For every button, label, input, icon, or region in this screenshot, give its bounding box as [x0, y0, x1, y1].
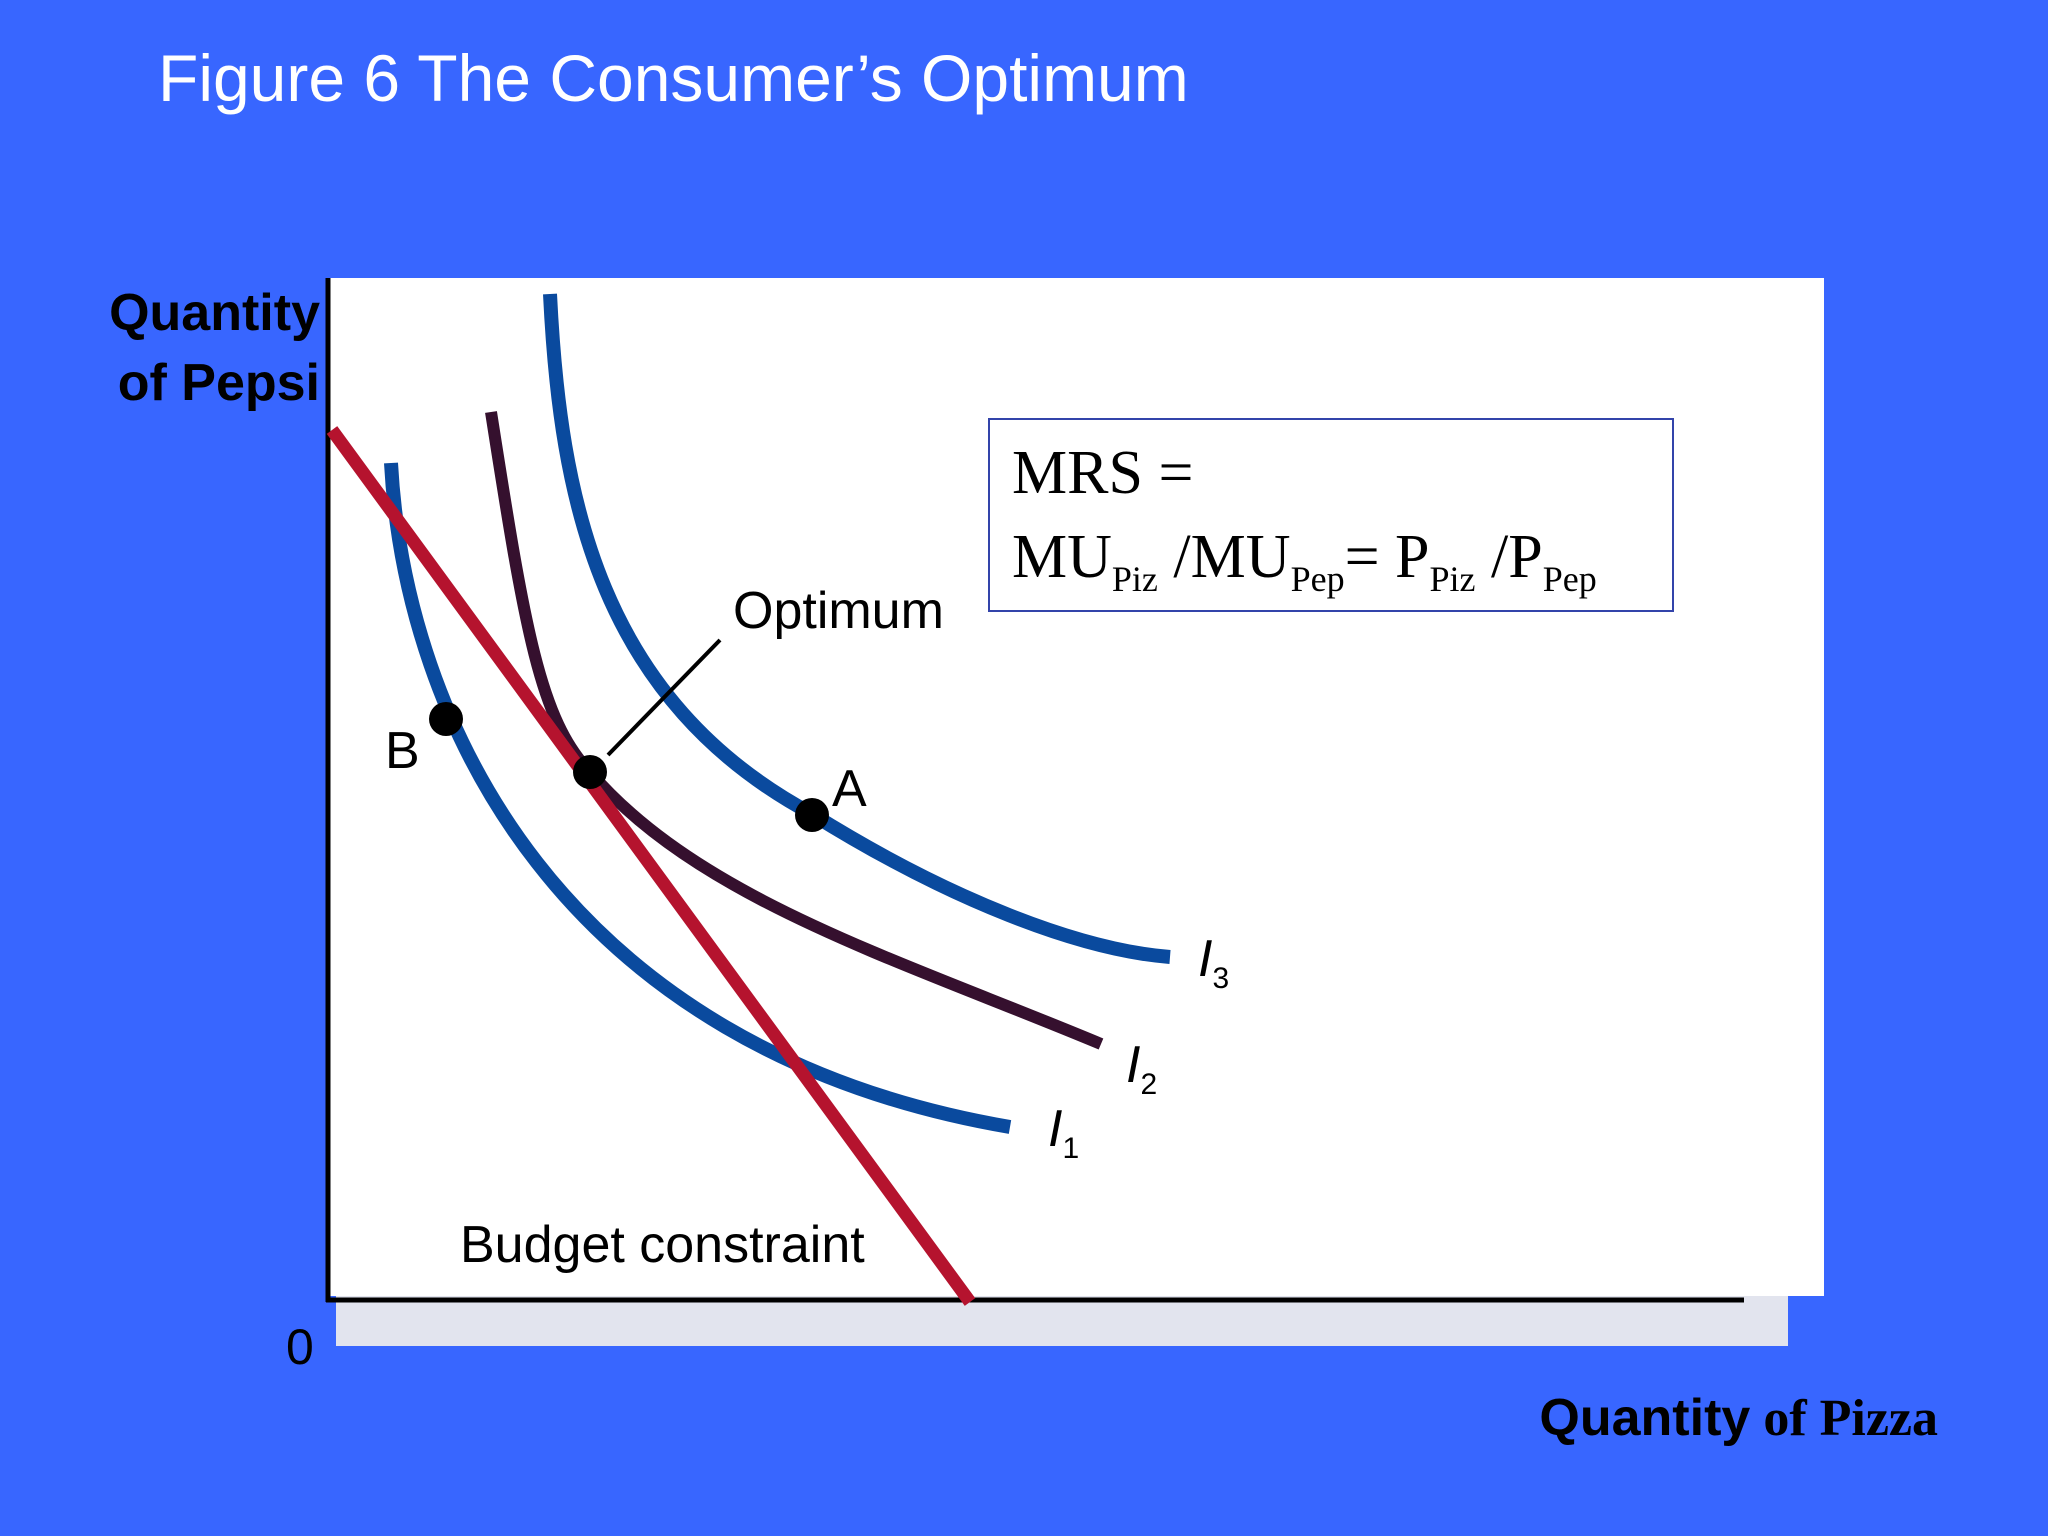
- formula-slash-p: /P: [1475, 523, 1543, 591]
- x-axis-label: Quantity of Pizza: [1539, 1388, 1938, 1448]
- y-axis-label: Quantity of Pepsi: [60, 278, 320, 418]
- origin-label: 0: [286, 1319, 314, 1375]
- optimum-label: Optimum: [733, 582, 944, 640]
- x-axis-label-serif: of Pizza: [1750, 1390, 1938, 1447]
- plot-area-shadow: [336, 1296, 1788, 1346]
- i2-subscript: 2: [1140, 1068, 1157, 1101]
- formula-sub-pep: Pep: [1290, 559, 1345, 599]
- i1-label: I1: [1048, 1100, 1079, 1165]
- indifference-curve-i3: [543, 293, 1171, 964]
- optimum-dot: [573, 755, 607, 789]
- formula-line2: MUPiz /MUPep= PPiz /PPep: [1012, 522, 1597, 600]
- i1-letter: I: [1048, 1100, 1062, 1158]
- budget-constraint-label: Budget constraint: [460, 1216, 865, 1274]
- optimum-pointer: [606, 638, 722, 757]
- indifference-curve-i1: [384, 462, 1012, 1134]
- i2-letter: I: [1126, 1036, 1140, 1094]
- point-a-dot: [795, 798, 829, 832]
- i3-subscript: 3: [1212, 962, 1229, 995]
- formula-sub-pep2: Pep: [1542, 559, 1597, 599]
- formula-line1: MRS =: [1012, 439, 1194, 507]
- y-axis-label-line1: Quantity: [109, 284, 320, 342]
- optimum-condition-box: MRS = MUPiz /MUPep= PPiz /PPep: [988, 418, 1674, 612]
- budget-constraint-line: [326, 426, 976, 1306]
- i3-letter: I: [1198, 930, 1212, 988]
- i3-label: I3: [1198, 930, 1229, 995]
- point-b-dot: [429, 702, 463, 736]
- formula-mu: MU: [1012, 523, 1112, 591]
- i1-subscript: 1: [1062, 1132, 1079, 1165]
- x-axis-label-bold: Quantity: [1539, 1389, 1751, 1447]
- formula-slash-mu: /MU: [1157, 523, 1291, 591]
- slide-title: Figure 6 The Consumer’s Optimum: [158, 41, 1189, 115]
- formula-sub-piz2: Piz: [1429, 559, 1476, 599]
- point-a-label: A: [832, 760, 867, 818]
- y-axis-label-line2: of Pepsi: [117, 354, 320, 412]
- point-b-label: B: [385, 722, 420, 780]
- formula-sub-piz: Piz: [1111, 559, 1158, 599]
- indifference-curve-i2: [485, 411, 1104, 1050]
- i2-label: I2: [1126, 1036, 1157, 1101]
- formula-eq-p: = P: [1344, 523, 1430, 591]
